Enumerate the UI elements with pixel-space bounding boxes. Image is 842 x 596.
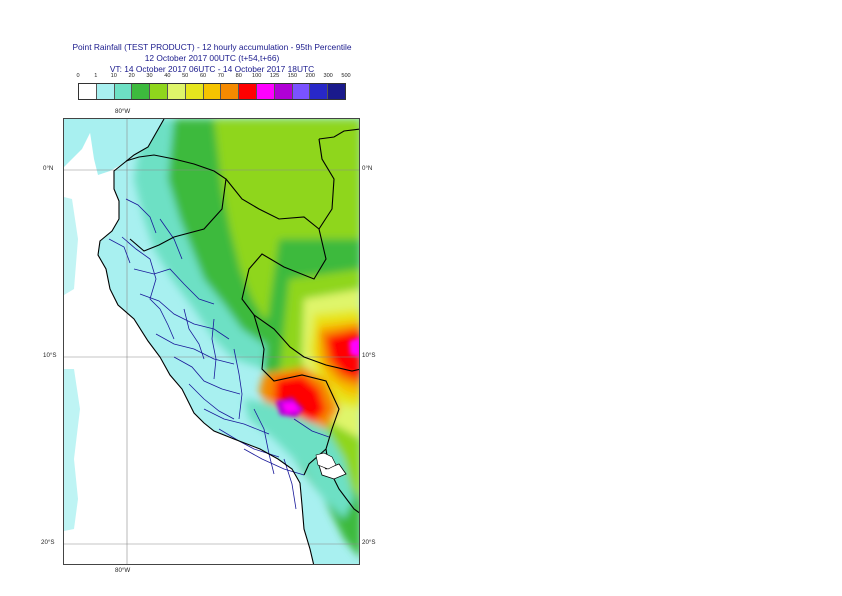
lat-label-right-1: 10°S: [362, 352, 376, 359]
legend-tick-label: 200: [305, 73, 315, 79]
legend-tick-label: 150: [287, 73, 298, 79]
lat-label-left-1: 10°S: [43, 352, 57, 359]
country-borders: [97, 119, 359, 564]
legend-tick-label: 500: [341, 73, 351, 79]
legend-tick-label: 20: [128, 73, 135, 79]
legend-tick-label: 300: [323, 73, 333, 79]
legend-colorbar: [78, 83, 346, 100]
offshore-rain-field: [64, 119, 164, 531]
title-line-1: Point Rainfall (TEST PRODUCT) - 12 hourl…: [72, 42, 352, 52]
graticule: [64, 119, 359, 564]
legend-swatch: [328, 84, 345, 99]
legend-swatch: [274, 84, 293, 99]
title-line-2: 12 October 2017 00UTC (t+54,t+66): [144, 53, 280, 63]
chart-title: Point Rainfall (TEST PRODUCT) - 12 hourl…: [0, 42, 424, 75]
lat-label-left-0: 0°N: [43, 165, 54, 172]
legend-swatch: [221, 84, 240, 99]
legend-swatch: [150, 84, 168, 99]
legend-tick-label: 40: [164, 73, 171, 79]
map-canvas: [64, 119, 359, 564]
legend-tick-label: 125: [269, 73, 280, 79]
legend-swatch: [79, 84, 97, 99]
map-frame: [63, 118, 360, 565]
legend-tick-label: 60: [199, 73, 207, 79]
legend-swatch: [185, 84, 204, 99]
legend-swatch: [256, 84, 275, 99]
title-line-3: VT: 14 October 2017 06UTC - 14 October 2…: [109, 64, 315, 74]
lon-label-bottom: 80°W: [115, 567, 131, 574]
lake-titicaca: [315, 452, 337, 470]
legend-swatch: [132, 84, 151, 99]
lat-label-right-0: 0°N: [362, 165, 373, 172]
lat-label-right-2: 20°S: [362, 539, 376, 546]
legend-tick-label: 80: [235, 73, 242, 79]
rainfall-map: 80°W 80°W 0°N 10°S 20°S 0°N 10°S 20°S: [41, 108, 375, 574]
legend-swatch: [114, 84, 133, 99]
legend-tick-label: 50: [182, 73, 189, 79]
legend-tick-label: 70: [217, 73, 225, 79]
legend-tick-label: 100: [251, 73, 262, 79]
legend-swatch: [203, 84, 222, 99]
legend-swatch: [167, 84, 186, 99]
legend-swatch: [96, 84, 115, 99]
legend-tick-label: 1: [94, 73, 98, 79]
rainfall-legend: 0 1 10 20 30 40 50 60 70 80 100 125 150 200 300 500: [76, 73, 351, 103]
legend-swatch: [310, 84, 329, 99]
legend-tick-label: 0: [76, 73, 80, 79]
legend-swatch: [239, 84, 257, 99]
legend-tick-label: 30: [146, 73, 153, 79]
legend-tick-label: 10: [110, 73, 117, 79]
lat-label-left-2: 20°S: [41, 539, 55, 546]
lon-label-top: 80°W: [115, 108, 131, 115]
legend-swatch: [292, 84, 311, 99]
